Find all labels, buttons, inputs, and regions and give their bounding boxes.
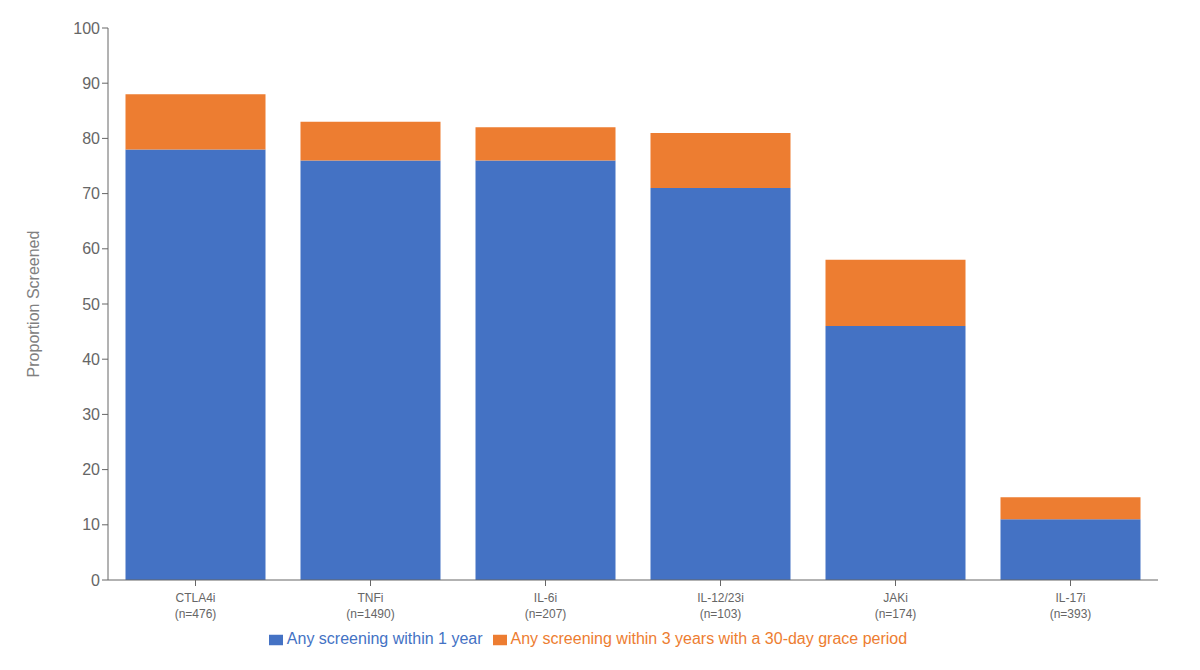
svg-text:60: 60 bbox=[82, 240, 100, 257]
svg-text:90: 90 bbox=[82, 75, 100, 92]
svg-text:10: 10 bbox=[82, 516, 100, 533]
svg-text:Proportion Screened: Proportion Screened bbox=[25, 231, 42, 378]
svg-text:50: 50 bbox=[82, 296, 100, 313]
svg-text:40: 40 bbox=[82, 351, 100, 368]
svg-text:JAKi(n=174): JAKi(n=174) bbox=[875, 591, 917, 621]
html-text:Any screening within 3 years w: Any screening within 3 years with a 30-d… bbox=[510, 630, 908, 647]
svg-text:CTLA4i(n=476): CTLA4i(n=476) bbox=[175, 591, 217, 621]
svg-text:100: 100 bbox=[73, 20, 100, 37]
svg-text:80: 80 bbox=[82, 130, 100, 147]
svg-text:20: 20 bbox=[82, 461, 100, 478]
svg-text:IL-17i(n=393): IL-17i(n=393) bbox=[1050, 591, 1092, 621]
svg-text:IL-12/23i(n=103): IL-12/23i(n=103) bbox=[697, 591, 744, 621]
svg-text:70: 70 bbox=[82, 185, 100, 202]
svg-text:TNFi(n=1490): TNFi(n=1490) bbox=[346, 591, 394, 621]
svg-text:IL-6i(n=207): IL-6i(n=207) bbox=[525, 591, 567, 621]
svg-text:0: 0 bbox=[91, 572, 100, 589]
html-text:Any screening within 1 year: Any screening within 1 year bbox=[286, 630, 483, 647]
svg-text:30: 30 bbox=[82, 406, 100, 423]
